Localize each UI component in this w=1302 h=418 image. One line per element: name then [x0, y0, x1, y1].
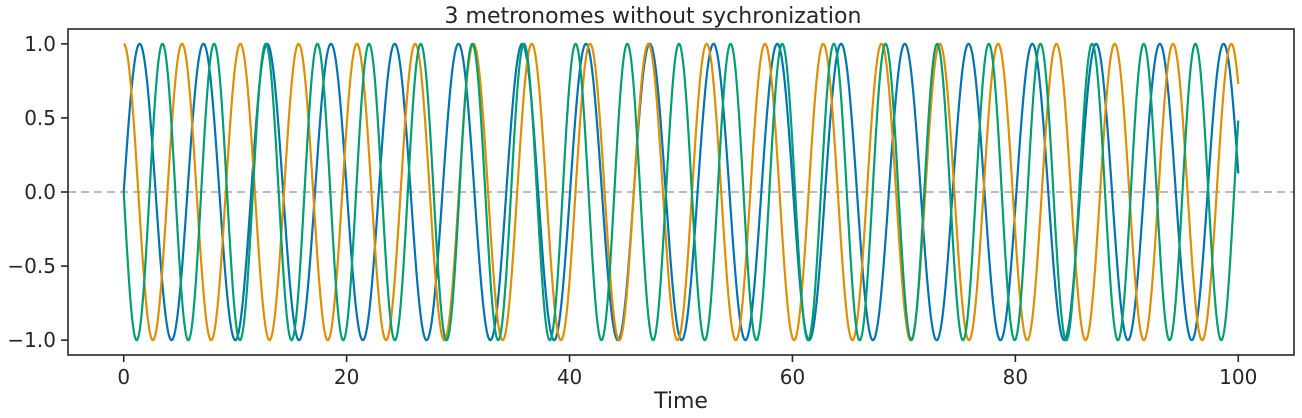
- series-line-1: [122, 42, 1240, 342]
- x-tick-label: 100: [1219, 365, 1257, 389]
- x-tick-label: 80: [1003, 365, 1028, 389]
- y-tick-label: 0.5: [24, 106, 56, 130]
- x-tick-label: 0: [117, 365, 130, 389]
- y-axis: −1.0 −0.5 0.0 0.5 1.0: [7, 32, 68, 352]
- series-line-3: [122, 42, 1240, 342]
- y-tick-label: −1.0: [7, 328, 56, 352]
- series-line-2: [123, 42, 1240, 342]
- x-axis-label: Time: [653, 389, 708, 414]
- x-tick-label: 60: [780, 365, 805, 389]
- x-tick-label: 20: [334, 365, 359, 389]
- y-tick-label: −0.5: [7, 254, 56, 278]
- y-tick-label: 1.0: [24, 32, 56, 56]
- x-tick-label: 40: [557, 365, 582, 389]
- y-tick-label: 0.0: [24, 180, 56, 204]
- x-axis: 0 20 40 60 80 100: [117, 355, 1257, 389]
- plot-area: [67, 28, 1295, 356]
- chart-title: 3 metronomes without sychronization: [445, 4, 862, 29]
